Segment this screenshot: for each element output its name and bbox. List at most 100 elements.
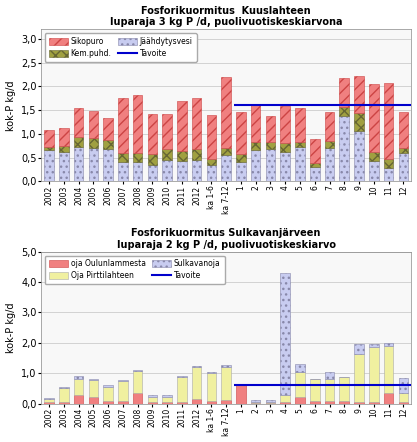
Bar [295, 363, 305, 372]
Bar [221, 366, 231, 400]
Bar [148, 114, 157, 154]
Bar [59, 389, 68, 402]
Bar [44, 130, 54, 147]
Bar [133, 153, 142, 162]
Bar [177, 101, 187, 151]
Bar [44, 399, 54, 402]
Bar [325, 112, 334, 141]
Bar [74, 376, 83, 379]
Bar [325, 141, 334, 148]
Bar [88, 148, 98, 181]
Bar [310, 138, 319, 163]
Bar [148, 154, 157, 165]
Bar [325, 372, 334, 379]
Bar [103, 141, 113, 149]
Bar [295, 397, 305, 404]
Bar [325, 379, 334, 400]
Bar [399, 378, 408, 393]
Bar [118, 401, 128, 404]
Bar [266, 401, 275, 403]
Bar [192, 149, 201, 160]
Bar [221, 400, 231, 404]
Bar [206, 372, 216, 373]
Bar [354, 113, 364, 131]
Bar [192, 399, 201, 404]
Bar [133, 370, 142, 371]
Bar [206, 115, 216, 159]
Bar [103, 385, 113, 387]
Bar [103, 387, 113, 400]
Bar [162, 402, 172, 404]
Bar [221, 148, 231, 155]
Title: Fosforikuormitus Sulkavanjärveen
luparaja 2 kg P /d, puolivuotiskeskiarvo: Fosforikuormitus Sulkavanjärveen luparaj… [117, 228, 336, 250]
Bar [162, 395, 172, 396]
Bar [221, 365, 231, 366]
Bar [74, 395, 83, 404]
Bar [251, 105, 261, 142]
Legend: oja Oulunlammesta, Oja Pirttilahteen, Sulkavanoja, Tavoite: oja Oulunlammesta, Oja Pirttilahteen, Su… [45, 255, 224, 284]
Bar [369, 161, 379, 181]
Bar [280, 152, 290, 181]
Bar [192, 366, 201, 367]
Bar [221, 77, 231, 148]
Bar [44, 150, 54, 181]
Bar [103, 400, 113, 404]
Bar [44, 402, 54, 404]
Bar [206, 165, 216, 181]
Legend: Sikopuro, Kem.puhd., Jäähdytysvesi, Tavoite: Sikopuro, Kem.puhd., Jäähdytysvesi, Tavo… [45, 33, 197, 62]
Bar [325, 400, 334, 404]
Bar [339, 116, 349, 181]
Bar [59, 152, 68, 181]
Bar [192, 160, 201, 181]
Bar [59, 387, 68, 389]
Bar [88, 137, 98, 148]
Bar [354, 402, 364, 404]
Bar [88, 111, 98, 137]
Bar [162, 396, 172, 402]
Bar [384, 168, 393, 181]
Bar [177, 376, 187, 377]
Bar [251, 401, 261, 403]
Bar [177, 377, 187, 402]
Bar [399, 402, 408, 404]
Bar [251, 142, 261, 150]
Bar [206, 373, 216, 401]
Bar [310, 401, 319, 404]
Bar [369, 344, 379, 347]
Bar [384, 160, 393, 168]
Bar [339, 78, 349, 107]
Bar [266, 116, 275, 142]
Bar [266, 400, 275, 401]
Bar [251, 400, 261, 401]
Bar [118, 381, 128, 401]
Bar [148, 402, 157, 404]
Bar [103, 118, 113, 141]
Bar [133, 393, 142, 404]
Bar [399, 112, 408, 148]
Bar [251, 150, 261, 181]
Bar [399, 153, 408, 181]
Bar [280, 273, 290, 395]
Bar [133, 371, 142, 393]
Bar [369, 152, 379, 161]
Bar [133, 162, 142, 181]
Bar [118, 162, 128, 181]
Bar [162, 160, 172, 181]
Bar [339, 377, 349, 401]
Bar [59, 128, 68, 146]
Bar [280, 143, 290, 152]
Bar [266, 403, 275, 404]
Bar [148, 395, 157, 396]
Bar [74, 379, 83, 395]
Bar [59, 146, 68, 152]
Bar [162, 114, 172, 149]
Bar [88, 397, 98, 404]
Bar [221, 155, 231, 181]
Bar [280, 395, 290, 402]
Bar [354, 131, 364, 181]
Bar [162, 149, 172, 160]
Bar [118, 380, 128, 381]
Bar [280, 402, 290, 404]
Bar [192, 98, 201, 149]
Bar [206, 401, 216, 404]
